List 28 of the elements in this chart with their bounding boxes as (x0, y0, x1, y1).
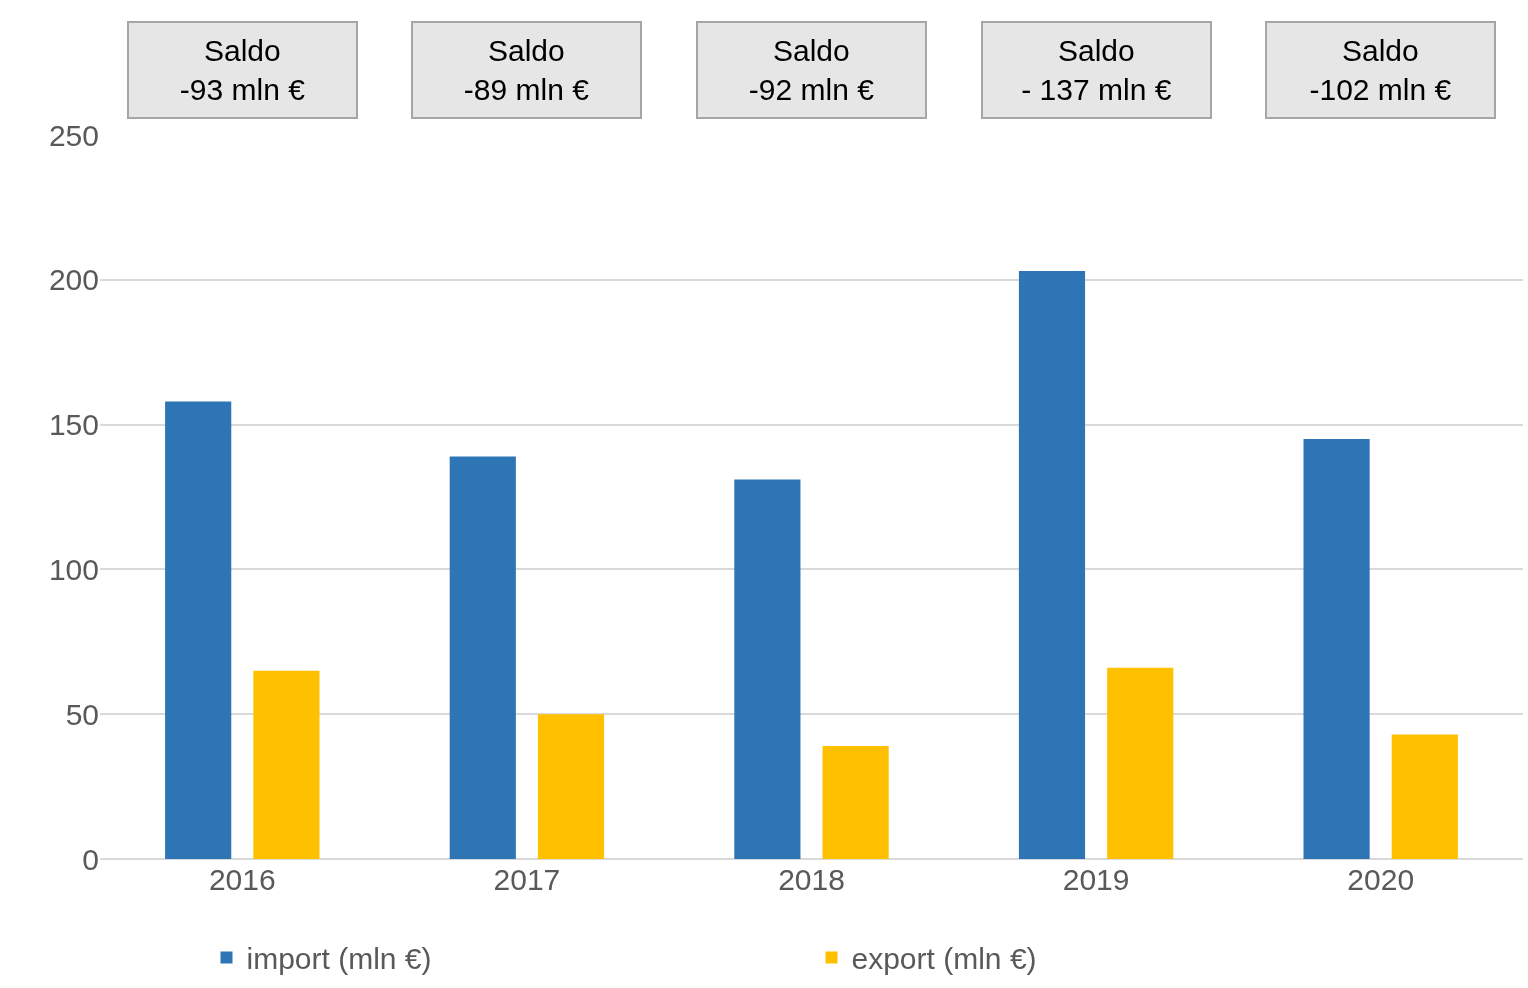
bar (1303, 439, 1370, 859)
bar (253, 670, 320, 859)
bar (1107, 667, 1174, 859)
x-tick-label: 2020 (1347, 863, 1415, 896)
text: Saldo - 137 mln € (1021, 34, 1172, 106)
bar (449, 456, 516, 859)
bar (822, 746, 889, 859)
text: Saldo -89 mln € (463, 34, 590, 106)
y-tick-label: 100 (48, 552, 99, 586)
x-tick-label: 2016 (208, 863, 276, 896)
y-tick-label: 250 (48, 118, 99, 152)
text: Saldo -102 mln € (1309, 34, 1452, 106)
text: Saldo -93 mln € (179, 34, 306, 106)
bar (1391, 734, 1458, 859)
y-tick-label: 200 (48, 263, 99, 297)
x-tick-label: 2017 (493, 863, 561, 896)
bar (537, 714, 605, 859)
x-tick-label: 2018 (778, 863, 845, 896)
y-tick-label: 0 (82, 842, 99, 876)
text: Saldo -92 mln € (748, 34, 875, 106)
y-tick-label: 150 (48, 408, 99, 442)
bar (165, 401, 232, 859)
bar (1018, 271, 1086, 859)
legend-label: export (mln €) (851, 942, 1037, 976)
y-tick-label: 50 (65, 697, 99, 731)
x-tick-label: 2019 (1062, 863, 1130, 896)
bar (734, 479, 801, 859)
legend-label: import (mln €) (246, 942, 432, 976)
